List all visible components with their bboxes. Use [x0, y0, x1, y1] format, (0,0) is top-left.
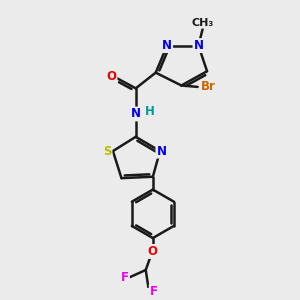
- Text: F: F: [121, 271, 129, 284]
- Text: N: N: [194, 39, 203, 52]
- Text: O: O: [106, 70, 116, 83]
- Text: N: N: [131, 107, 141, 121]
- Text: CH₃: CH₃: [192, 18, 214, 28]
- Text: H: H: [145, 105, 155, 118]
- Text: F: F: [150, 285, 158, 298]
- Text: S: S: [103, 145, 112, 158]
- Text: N: N: [162, 39, 172, 52]
- Text: Br: Br: [201, 80, 216, 93]
- Text: N: N: [156, 145, 167, 158]
- Text: O: O: [148, 245, 158, 258]
